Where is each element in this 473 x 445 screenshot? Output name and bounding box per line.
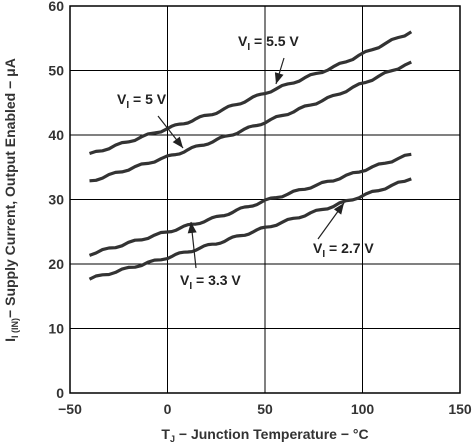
series-label: VI = 3.3 V [180, 272, 241, 292]
series-line [88, 152, 412, 257]
y-tick-label: 60 [48, 0, 64, 14]
y-tick-label: 40 [48, 127, 64, 143]
series-annotation: VI = 3.3 V [180, 221, 241, 292]
y-tick-label: 20 [48, 256, 64, 272]
series-line [89, 60, 412, 183]
series-label: VI = 2.7 V [313, 240, 374, 260]
series-label: VI = 5.5 V [238, 33, 299, 53]
y-axis-label: II (IN)− Supply Current, Output Enabled … [2, 58, 20, 342]
x-tick-label: 100 [351, 401, 375, 417]
y-tick-label: 10 [48, 321, 64, 337]
arrow-head [333, 203, 344, 215]
series-label: VI = 5 V [117, 91, 167, 111]
series-line [89, 30, 413, 156]
series-annotation: VI = 5 V [117, 91, 184, 149]
x-axis-label: TJ − Junction Temperature − °C [161, 426, 368, 444]
grid [69, 5, 461, 394]
y-tick-label: 30 [48, 192, 64, 208]
x-tick-label: 0 [164, 401, 172, 417]
x-tick-label: 150 [448, 401, 472, 417]
series-line [88, 177, 412, 281]
series-annotations: VI = 5.5 V VI = 5 V VI = 3.3 V VI = 2.7 V [117, 33, 374, 292]
arrow-head [274, 72, 284, 84]
x-tick-label: 50 [257, 401, 273, 417]
y-tick-label: 50 [48, 63, 64, 79]
series-annotation: VI = 2.7 V [313, 202, 374, 260]
arrow-head [187, 222, 197, 234]
series-lines [88, 30, 413, 281]
arrow-head [172, 136, 183, 148]
x-tick-label: −50 [58, 401, 82, 417]
series-annotation: VI = 5.5 V [238, 33, 299, 85]
y-tick-label: 0 [56, 385, 64, 401]
